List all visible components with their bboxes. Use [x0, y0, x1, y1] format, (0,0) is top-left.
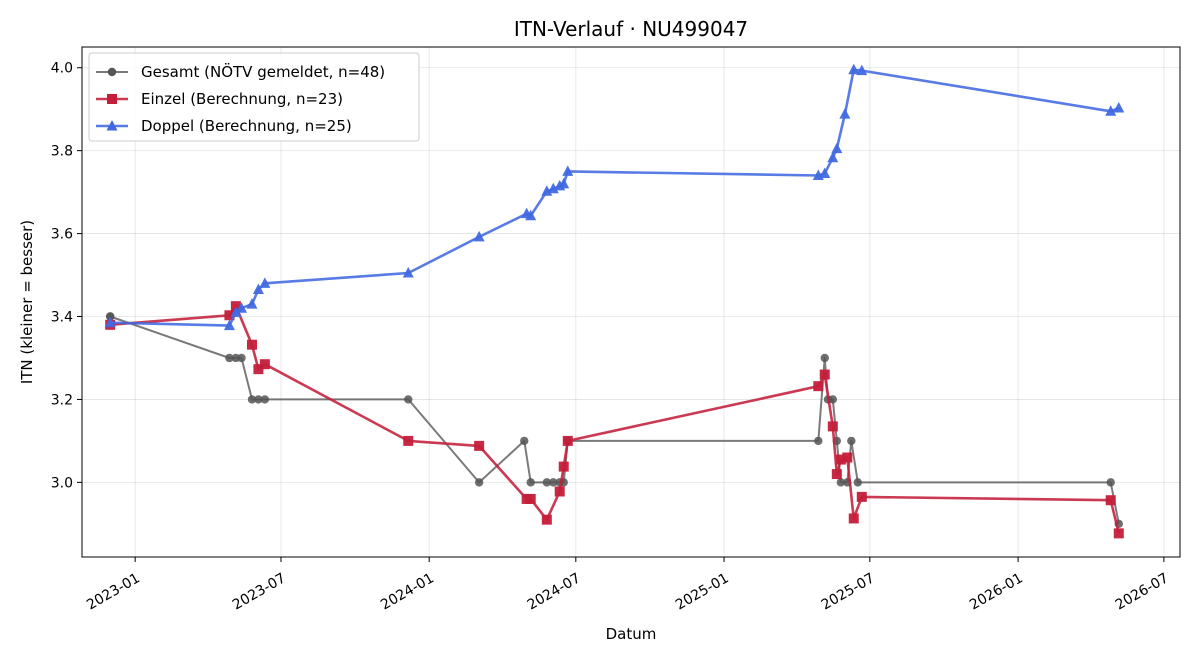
data-point-doppel: [547, 182, 559, 194]
data-point-einzel: [474, 440, 485, 451]
legend-label-gesamt: Gesamt (NÖTV gemeldet, n=48): [141, 62, 385, 81]
data-point-einzel: [831, 469, 842, 480]
y-tick-label: 3.8: [51, 144, 73, 160]
data-point-einzel: [403, 435, 414, 446]
data-point-doppel: [259, 277, 271, 288]
data-point-doppel: [402, 266, 414, 278]
data-point-einzel: [259, 359, 270, 370]
data-point-einzel: [1113, 528, 1124, 539]
data-point-doppel: [856, 64, 868, 76]
y-tick-label: 3.4: [51, 310, 73, 326]
chart-title: ITN-Verlauf · NU499047: [514, 17, 748, 41]
data-point-gesamt: [1106, 478, 1115, 487]
data-point-gesamt: [474, 478, 484, 487]
y-tick-label: 3.6: [51, 227, 73, 243]
data-point-einzel: [842, 452, 853, 463]
data-point-einzel: [230, 301, 241, 312]
data-point-doppel: [839, 108, 851, 119]
data-point-gesamt: [225, 353, 234, 363]
data-point-doppel: [819, 167, 831, 178]
data-point-einzel: [253, 364, 264, 375]
data-point-einzel: [856, 491, 867, 502]
grid-lines: [82, 47, 1180, 557]
data-point-einzel: [558, 461, 569, 472]
data-point-gesamt: [260, 395, 270, 404]
legend-label-doppel: Doppel (Berechnung, n=25): [141, 117, 352, 135]
data-point-doppel: [236, 302, 248, 313]
data-point-einzel: [848, 513, 859, 524]
legend-marker-einzel: [107, 94, 117, 104]
data-point-gesamt: [404, 395, 413, 404]
data-point-doppel: [558, 177, 570, 189]
data-point-einzel: [525, 493, 536, 504]
data-point-doppel: [246, 298, 258, 309]
data-point-gesamt: [820, 353, 829, 363]
legend-label-einzel: Einzel (Berechnung, n=23): [141, 90, 343, 108]
data-point-gesamt: [247, 395, 257, 404]
data-point-einzel: [1105, 495, 1116, 506]
data-point-einzel: [224, 310, 235, 321]
data-point-einzel: [554, 486, 565, 497]
y-tick-label: 4.0: [51, 61, 73, 77]
data-point-gesamt: [526, 478, 535, 487]
plot-frame: [81, 46, 1181, 558]
data-point-doppel: [230, 306, 242, 317]
data-point-gesamt: [237, 353, 246, 363]
y-axis-label: ITN (kleiner = besser): [18, 220, 36, 384]
data-point-gesamt: [828, 395, 837, 404]
data-point-gesamt: [254, 395, 263, 404]
data-point-doppel: [848, 63, 860, 75]
data-point-einzel: [835, 454, 846, 465]
data-point-einzel: [562, 435, 573, 446]
x-axis-label: Datum: [606, 625, 657, 643]
series-doppel: [104, 63, 1125, 331]
legend: Gesamt (NÖTV gemeldet, n=48) Einzel (Bere…: [88, 52, 420, 142]
data-point-doppel: [104, 316, 116, 328]
data-point-einzel: [819, 369, 830, 380]
data-point-gesamt: [853, 478, 862, 487]
legend-box: [88, 52, 420, 142]
data-point-gesamt: [836, 478, 846, 487]
data-point-doppel: [827, 151, 839, 163]
y-tick-label: 3.2: [51, 392, 73, 408]
data-point-gesamt: [847, 436, 856, 446]
data-point-doppel: [473, 230, 485, 242]
data-point-einzel: [827, 421, 838, 432]
data-point-doppel: [223, 319, 235, 331]
data-point-gesamt: [814, 436, 823, 446]
series-layer: [104, 63, 1125, 539]
data-point-doppel: [252, 283, 264, 295]
data-point-gesamt: [105, 312, 115, 321]
data-point-doppel: [1113, 101, 1125, 113]
data-point-gesamt: [542, 478, 552, 487]
data-point-gesamt: [549, 478, 558, 487]
data-point-gesamt: [520, 436, 529, 446]
legend-marker-doppel: [106, 120, 118, 131]
data-point-doppel: [562, 165, 574, 176]
y-axis-ticks: 3.0 3.2 3.4 3.6 3.8 4.0: [51, 61, 82, 491]
data-point-doppel: [831, 142, 843, 154]
data-point-doppel: [1105, 105, 1117, 116]
data-point-einzel: [246, 339, 257, 350]
y-tick-label: 3.0: [51, 475, 73, 491]
legend-marker-gesamt: [107, 67, 117, 77]
data-point-einzel: [813, 381, 824, 392]
data-point-einzel: [541, 514, 552, 525]
data-point-doppel: [525, 209, 537, 221]
